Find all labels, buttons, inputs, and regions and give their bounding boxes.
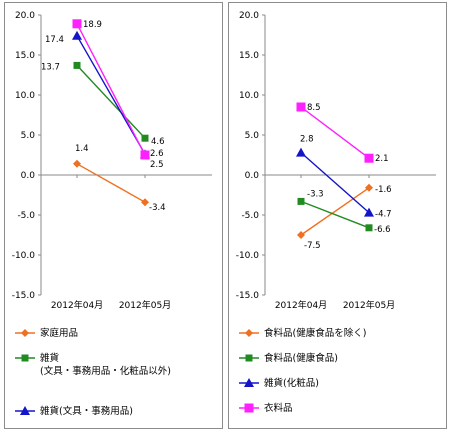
chart-panel-left: 20.0 15.0 10.0 5.0 0.0 -5.0 -10.0 -15.0 2012年04月… <box>4 2 223 429</box>
legend-label: 雑貨 <box>40 352 59 364</box>
y-tick-label: -5.0 <box>17 211 35 221</box>
legend-marker <box>244 403 254 413</box>
legend-label: (文具・事務用品・化粧品以外) <box>40 365 171 377</box>
y-tick-label: -15.0 <box>236 291 260 301</box>
legend-marker <box>244 378 254 387</box>
legend-marker <box>245 354 253 362</box>
legend-item-1: 食料品(健康食品) <box>239 352 338 364</box>
y-tick-label: 5.0 <box>21 131 36 141</box>
legend-marker <box>21 329 29 337</box>
x-tick-label: 2012年04月 <box>275 299 327 311</box>
x-tick-label: 2012年05月 <box>119 299 171 311</box>
legend-item-0: 家庭用品 <box>15 327 78 339</box>
legend-label: 雑貨(化粧品) <box>264 377 319 389</box>
data-label: 2.8 <box>300 135 314 145</box>
chart-right-svg: 20.0 15.0 10.0 5.0 0.0 -5.0 -10.0 -15.0 2012年04月… <box>236 11 436 414</box>
y-tick-label: -15.0 <box>12 291 36 301</box>
data-label: -3.4 <box>149 203 166 213</box>
y-tick-label: 10.0 <box>15 91 35 101</box>
data-label: -3.3 <box>307 189 324 199</box>
series-2: 2.8 -4.7 <box>296 135 392 220</box>
legend-label: 衣料品 <box>264 402 293 414</box>
y-tick-label: -10.0 <box>12 251 36 261</box>
y-tick-label: 5.0 <box>245 131 260 141</box>
y-tick-label: -5.0 <box>241 211 259 221</box>
data-point <box>365 183 373 192</box>
data-point <box>296 102 306 112</box>
data-point <box>297 197 305 205</box>
y-tick-label: 0.0 <box>245 171 260 181</box>
y-tick-label: 15.0 <box>239 51 259 61</box>
legend-item-1: 雑貨(文具・事務用品・化粧品以外) <box>15 352 171 377</box>
legend-marker <box>21 354 29 362</box>
series-0: -7.5 -1.6 <box>297 183 392 251</box>
data-label: 2.1 <box>375 154 389 164</box>
data-point <box>73 159 81 168</box>
data-point <box>73 61 81 69</box>
data-label: 13.7 <box>41 62 60 72</box>
series-line <box>76 64 146 139</box>
series-1: -3.3 -6.6 <box>297 189 391 235</box>
y-tick-label: 20.0 <box>15 11 35 21</box>
x-tick-label: 2012年04月 <box>51 299 103 311</box>
data-label: 2.5 <box>150 160 164 170</box>
data-point <box>72 30 82 40</box>
legend-marker <box>245 329 253 337</box>
y-tick-label: 10.0 <box>239 91 259 101</box>
data-label: 4.6 <box>151 137 165 147</box>
legend-label: 食料品(健康食品を除く) <box>264 327 366 339</box>
series-3: 8.5 2.1 <box>296 102 389 164</box>
data-point <box>140 150 150 160</box>
legend-marker <box>20 406 30 415</box>
data-point <box>364 207 374 217</box>
legend-label: 家庭用品 <box>40 327 78 339</box>
x-tick-label: 2012年05月 <box>343 299 395 311</box>
data-point <box>364 153 374 163</box>
data-label: 1.4 <box>75 144 89 154</box>
legend-item-3: 衣料品 <box>239 402 293 414</box>
data-point <box>296 147 306 157</box>
legend-item-2: 雑貨(文具・事務用品) <box>15 405 133 417</box>
series-line <box>300 152 370 214</box>
data-point <box>72 19 82 29</box>
series-3: 18.9 2.5 <box>72 19 164 170</box>
data-label: 18.9 <box>83 20 102 30</box>
legend-item-0: 食料品(健康食品を除く) <box>239 327 366 339</box>
chart-left-svg: 20.0 15.0 10.0 5.0 0.0 -5.0 -10.0 -15.0 2012年04月… <box>12 11 212 417</box>
y-tick-label: 0.0 <box>21 171 36 181</box>
y-tick-label: 15.0 <box>15 51 35 61</box>
data-label: 2.6 <box>150 149 164 159</box>
series-line <box>76 23 146 156</box>
data-point <box>141 134 149 142</box>
y-tick-label: -10.0 <box>236 251 260 261</box>
data-label: 8.5 <box>307 103 321 113</box>
data-point <box>141 198 149 207</box>
series-line <box>300 200 370 229</box>
legend-label: 雑貨(文具・事務用品) <box>40 405 133 417</box>
data-label: 17.4 <box>45 35 64 45</box>
legend-item-2: 雑貨(化粧品) <box>239 377 319 389</box>
data-label: -7.5 <box>304 241 321 251</box>
series-1: 13.7 4.6 <box>41 61 165 147</box>
y-tick-label: 20.0 <box>239 11 259 21</box>
series-line <box>76 163 146 203</box>
data-label: -4.7 <box>375 210 392 220</box>
legend-label: 食料品(健康食品) <box>264 352 338 364</box>
data-label: -1.6 <box>375 185 392 195</box>
data-label: -6.6 <box>374 225 391 235</box>
data-point <box>365 224 373 232</box>
series-line <box>300 187 370 236</box>
series-line <box>300 106 370 159</box>
chart-panel-right: 20.0 15.0 10.0 5.0 0.0 -5.0 -10.0 -15.0 2012年04月… <box>228 2 447 429</box>
data-point <box>297 231 305 239</box>
series-0: 1.4 -3.4 <box>73 144 166 213</box>
